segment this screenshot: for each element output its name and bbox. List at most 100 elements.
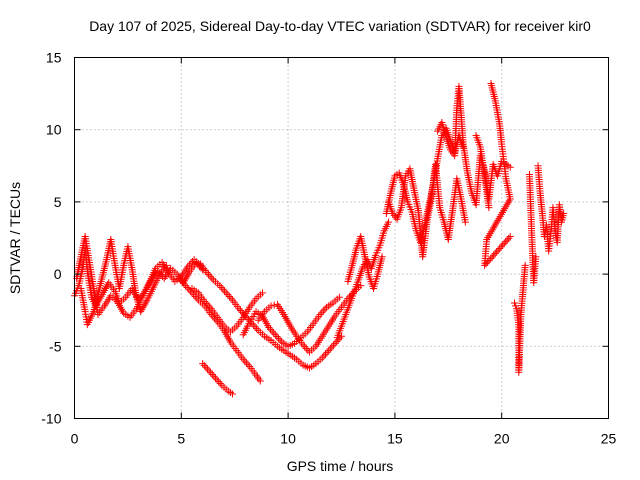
data-point <box>299 341 307 349</box>
data-point <box>487 255 495 263</box>
data-point <box>266 325 274 333</box>
series-track-c <box>77 235 170 329</box>
data-point <box>318 354 326 362</box>
data-point <box>496 244 504 252</box>
x-tick-label: 15 <box>387 431 403 447</box>
data-point <box>482 260 490 268</box>
data-point <box>253 325 261 333</box>
data-point <box>183 283 191 291</box>
data-point <box>521 261 529 269</box>
data-point <box>216 379 224 387</box>
plot-frame <box>74 57 609 419</box>
data-point <box>206 272 214 280</box>
data-point <box>461 218 469 226</box>
series-track-p <box>511 162 568 376</box>
data-point <box>270 301 278 309</box>
data-point <box>302 344 310 352</box>
series-track-o <box>472 79 514 269</box>
data-point <box>276 336 284 344</box>
data-point <box>208 274 216 282</box>
data-point <box>494 246 502 254</box>
data-point <box>203 365 211 373</box>
data-point <box>202 363 210 371</box>
data-point <box>224 291 232 299</box>
data-point <box>497 243 505 251</box>
data-point <box>258 289 266 297</box>
data-point <box>493 248 501 256</box>
x-axis-title: GPS time / hours <box>287 458 394 474</box>
data-point <box>210 372 218 380</box>
y-tick-label: 0 <box>54 266 62 282</box>
data-point <box>329 341 337 349</box>
data-point <box>318 309 326 317</box>
data-point <box>180 280 188 288</box>
data-point <box>205 270 213 278</box>
data-point <box>503 236 511 244</box>
data-point <box>378 253 386 261</box>
data-point <box>512 302 520 310</box>
data-point <box>506 163 514 171</box>
data-point <box>207 369 215 377</box>
data-point <box>222 289 230 297</box>
data-point <box>227 294 235 302</box>
data-point <box>182 282 190 290</box>
data-point <box>237 307 245 315</box>
data-point <box>238 308 246 316</box>
data-point <box>532 253 540 261</box>
data-point <box>213 376 221 384</box>
data-point <box>178 278 186 286</box>
data-point <box>225 292 233 300</box>
data-point <box>193 294 201 302</box>
data-point <box>325 347 333 355</box>
data-point <box>162 261 170 269</box>
data-point <box>175 274 183 282</box>
data-point <box>333 338 341 346</box>
data-point <box>235 305 243 313</box>
x-tick-label: 20 <box>494 431 510 447</box>
data-point <box>256 377 264 385</box>
data-point <box>216 282 224 290</box>
x-tick-label: 0 <box>71 431 79 447</box>
data-point <box>273 333 281 341</box>
data-point <box>201 298 209 306</box>
data-point <box>177 276 185 284</box>
data-point <box>244 361 252 369</box>
data-point <box>320 352 328 360</box>
data-point <box>328 343 336 351</box>
data-point <box>243 314 251 322</box>
data-point <box>357 282 365 290</box>
data-point <box>331 339 339 347</box>
data-point <box>319 307 327 315</box>
data-point <box>206 303 214 311</box>
data-point <box>268 327 276 335</box>
data-point <box>485 204 493 212</box>
data-point <box>506 233 514 241</box>
data-point <box>502 238 510 246</box>
data-point <box>560 209 568 217</box>
data-point <box>215 378 223 386</box>
y-tick-label: -10 <box>41 411 61 427</box>
series-track-f <box>197 260 345 372</box>
y-axis-title: SDTVAR / TECUs <box>7 182 23 294</box>
data-point <box>240 310 248 318</box>
data-point <box>202 299 210 307</box>
data-point <box>270 329 278 337</box>
data-point <box>511 299 519 307</box>
data-markers <box>71 79 568 398</box>
data-point <box>191 292 199 300</box>
data-point <box>499 241 507 249</box>
data-point <box>249 321 257 329</box>
data-point <box>488 253 496 261</box>
data-point <box>185 285 193 293</box>
data-point <box>217 283 225 291</box>
data-point <box>500 239 508 247</box>
data-point <box>265 324 273 332</box>
data-point <box>219 285 227 293</box>
data-point <box>242 359 250 367</box>
data-point <box>187 259 195 267</box>
series-track-k <box>344 233 386 293</box>
data-point <box>199 360 207 368</box>
x-tick-label: 25 <box>601 431 617 447</box>
data-point <box>321 305 329 313</box>
